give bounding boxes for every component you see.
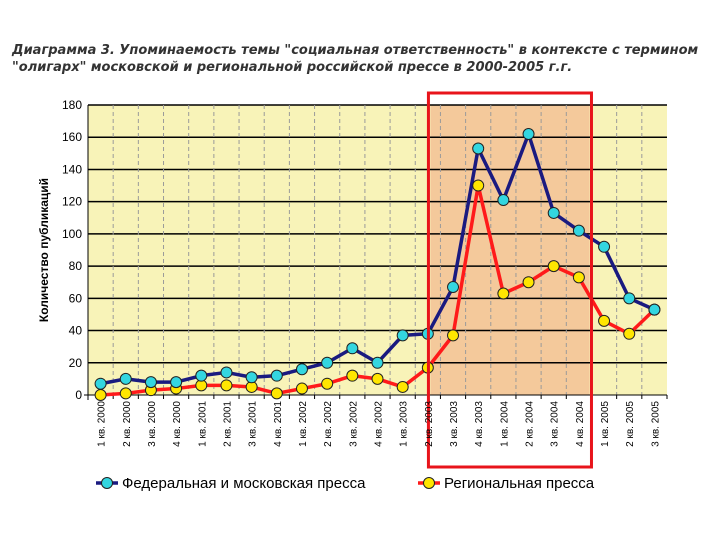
data-point-federal <box>371 356 384 369</box>
x-tick-label: 1 кв. 2005 <box>600 401 611 447</box>
x-tick-label: 1 кв. 2003 <box>399 401 410 447</box>
x-tick-label: 2 кв. 2004 <box>525 401 536 447</box>
y-tick-label: 0 <box>75 388 82 402</box>
highlight-region <box>430 105 590 395</box>
data-point-regional <box>346 369 359 382</box>
legend-label-regional: Региональная пресса <box>444 475 595 492</box>
data-point-regional <box>270 387 283 400</box>
data-point-federal <box>321 356 334 369</box>
y-tick-label: 180 <box>62 98 82 112</box>
x-tick-label: 3 кв. 2003 <box>449 401 460 447</box>
data-point-federal <box>346 342 359 355</box>
x-tick-label: 3 кв. 2000 <box>147 401 158 447</box>
data-point-regional <box>572 271 585 284</box>
data-point-regional <box>119 387 132 400</box>
data-point-federal <box>94 377 107 390</box>
highlight-border <box>426 91 593 469</box>
data-point-federal <box>270 369 283 382</box>
data-point-federal <box>447 281 460 294</box>
data-point-federal <box>497 194 510 207</box>
y-tick-label: 40 <box>69 324 83 338</box>
data-point-federal <box>648 303 661 316</box>
data-point-regional <box>623 327 636 340</box>
x-tick-label: 3 кв. 2004 <box>550 401 561 447</box>
data-point-regional <box>371 372 384 385</box>
x-tick-label: 2 кв. 2000 <box>122 401 133 447</box>
chart-title-line-1: Диаграмма 3. Упоминаемость темы "социаль… <box>12 43 699 58</box>
x-tick-label: 4 кв. 2001 <box>273 401 284 447</box>
x-tick-label: 2 кв. 2001 <box>222 401 233 447</box>
data-point-federal <box>295 363 308 376</box>
x-tick-label: 1 кв. 2004 <box>499 401 510 447</box>
data-point-regional <box>295 382 308 395</box>
y-tick-label: 160 <box>62 130 82 144</box>
data-point-federal <box>572 224 585 237</box>
data-point-regional <box>497 287 510 300</box>
x-tick-label: 4 кв. 2003 <box>474 401 485 447</box>
data-point-regional <box>598 314 611 327</box>
chart-title: Диаграмма 3. Упоминаемость темы "социаль… <box>12 42 712 76</box>
data-point-regional <box>472 179 485 192</box>
chart-title-line-2: "олигарх" московской и региональной росс… <box>12 60 573 75</box>
y-tick-label: 20 <box>69 356 83 370</box>
data-point-federal <box>623 292 636 305</box>
data-point-federal <box>598 240 611 253</box>
x-tick-label: 4 кв. 2002 <box>374 401 385 447</box>
x-tick-label: 3 кв. 2005 <box>650 401 661 447</box>
data-point-regional <box>321 377 334 390</box>
data-point-regional <box>220 379 233 392</box>
data-point-federal <box>245 371 258 384</box>
legend-marker-federal <box>101 477 113 489</box>
x-tick-label: 4 кв. 2000 <box>172 401 183 447</box>
y-tick-label: 100 <box>62 227 82 241</box>
data-point-federal <box>522 128 535 140</box>
x-tick-label: 3 кв. 2001 <box>248 401 259 447</box>
y-tick-label: 60 <box>69 291 83 305</box>
legend-marker-regional <box>423 477 435 489</box>
data-point-regional <box>396 380 409 393</box>
data-point-regional <box>522 276 535 289</box>
data-point-regional <box>447 329 460 342</box>
y-tick-label: 140 <box>62 162 82 176</box>
y-tick-label: 80 <box>69 259 83 273</box>
y-tick-label: 120 <box>62 195 82 209</box>
x-tick-label: 4 кв. 2004 <box>575 401 586 447</box>
data-point-federal <box>220 366 233 379</box>
legend-label-federal: Федеральная и московская пресса <box>122 475 366 492</box>
data-point-federal <box>195 369 208 382</box>
data-point-regional <box>547 260 560 273</box>
x-tick-label: 1 кв. 2000 <box>97 401 108 447</box>
data-point-federal <box>547 206 560 219</box>
x-tick-label: 3 кв. 2002 <box>348 401 359 447</box>
x-tick-label: 2 кв. 2005 <box>625 401 636 447</box>
data-point-federal <box>170 376 183 389</box>
data-point-federal <box>472 142 485 155</box>
x-tick-label: 2 кв. 2003 <box>424 401 435 447</box>
data-point-federal <box>119 372 132 385</box>
data-point-federal <box>144 376 157 389</box>
data-point-regional <box>94 389 107 401</box>
x-tick-label: 1 кв. 2002 <box>298 401 309 447</box>
x-tick-label: 1 кв. 2001 <box>197 401 208 447</box>
data-point-federal <box>396 329 409 342</box>
y-axis-label: Количество публикаций <box>37 178 51 322</box>
x-tick-label: 2 кв. 2002 <box>323 401 334 447</box>
